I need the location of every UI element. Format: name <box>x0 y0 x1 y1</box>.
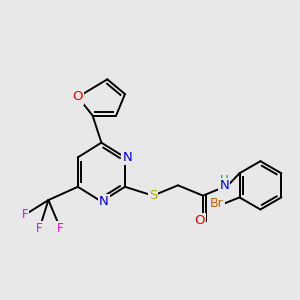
Text: Br: Br <box>210 197 224 210</box>
Text: F: F <box>22 208 28 221</box>
Text: S: S <box>149 189 157 202</box>
Text: H: H <box>220 173 229 187</box>
Text: N: N <box>219 179 229 192</box>
Text: O: O <box>73 91 83 103</box>
Text: N: N <box>99 195 109 208</box>
Text: F: F <box>57 221 64 235</box>
Text: N: N <box>122 151 132 164</box>
Text: O: O <box>194 214 205 227</box>
Text: F: F <box>36 221 43 235</box>
